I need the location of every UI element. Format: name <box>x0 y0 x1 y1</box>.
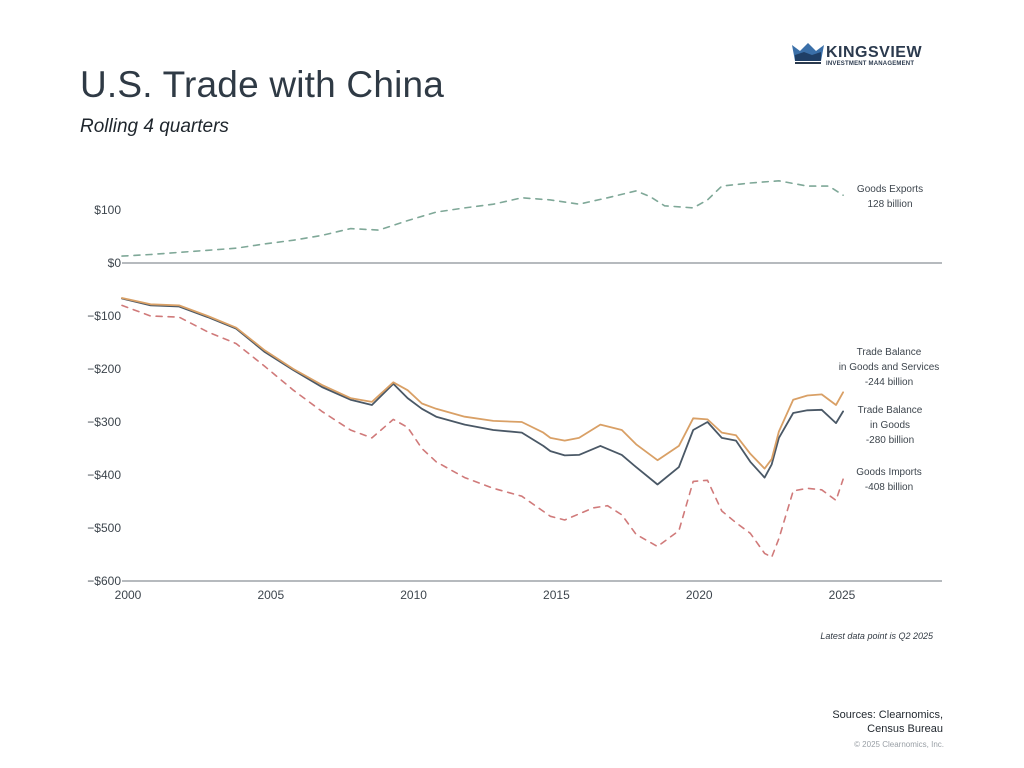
crown-icon <box>792 43 824 64</box>
y-tick-label: −$600 <box>87 574 121 588</box>
page-subtitle: Rolling 4 quarters <box>80 116 229 137</box>
exports-annotation-line2: 128 billion <box>867 199 912 210</box>
x-tick-label: 2010 <box>400 588 427 602</box>
logo-subtitle: INVESTMENT MANAGEMENT <box>826 61 915 67</box>
balance-goods-annotation-line3: -280 billion <box>866 435 914 446</box>
trade-balance-goods-line <box>121 297 844 486</box>
sources: Sources: Clearnomics, Census Bureau <box>832 708 943 736</box>
y-tick-label: −$300 <box>87 415 121 429</box>
x-tick-label: 2005 <box>257 588 284 602</box>
y-axis: $100 $0 −$100 −$200 −$300 −$400 −$500 −$600 <box>87 203 121 588</box>
y-tick-label: $0 <box>108 256 122 270</box>
y-tick-label: −$500 <box>87 521 121 535</box>
balance-gs-annotation-line2: in Goods and Services <box>839 362 940 373</box>
goods-imports-line <box>121 304 844 558</box>
series-group <box>121 180 844 558</box>
latest-data-note: Latest data point is Q2 2025 <box>820 631 933 641</box>
balance-goods-annotation-line1: Trade Balance <box>858 405 923 416</box>
sources-line1: Sources: Clearnomics, <box>832 709 943 721</box>
sources-line2: Census Bureau <box>867 723 943 735</box>
x-tick-label: 2025 <box>829 588 856 602</box>
y-tick-label: −$400 <box>87 468 121 482</box>
imports-annotation-line2: -408 billion <box>865 482 913 493</box>
y-tick-label: −$200 <box>87 362 121 376</box>
logo-name: KINGSVIEW <box>826 44 923 61</box>
x-tick-label: 2020 <box>686 588 713 602</box>
copyright: © 2025 Clearnomics, Inc. <box>854 740 944 749</box>
y-tick-label: −$100 <box>87 309 121 323</box>
x-tick-label: 2000 <box>115 588 142 602</box>
balance-gs-annotation-line3: -244 billion <box>865 377 913 388</box>
goods-exports-line <box>121 180 844 257</box>
kingsview-logo: KINGSVIEW INVESTMENT MANAGEMENT <box>792 42 932 72</box>
page-title: U.S. Trade with China <box>80 64 445 105</box>
imports-annotation-line1: Goods Imports <box>856 467 922 478</box>
trade-balance-goods-services-line <box>121 297 844 470</box>
y-tick-label: $100 <box>94 203 121 217</box>
exports-annotation-line1: Goods Exports <box>857 184 923 195</box>
balance-goods-annotation-line2: in Goods <box>870 420 910 431</box>
balance-gs-annotation-line1: Trade Balance <box>857 347 922 358</box>
x-tick-label: 2015 <box>543 588 570 602</box>
x-axis: 2000 2005 2010 2015 2020 2025 <box>115 588 856 602</box>
